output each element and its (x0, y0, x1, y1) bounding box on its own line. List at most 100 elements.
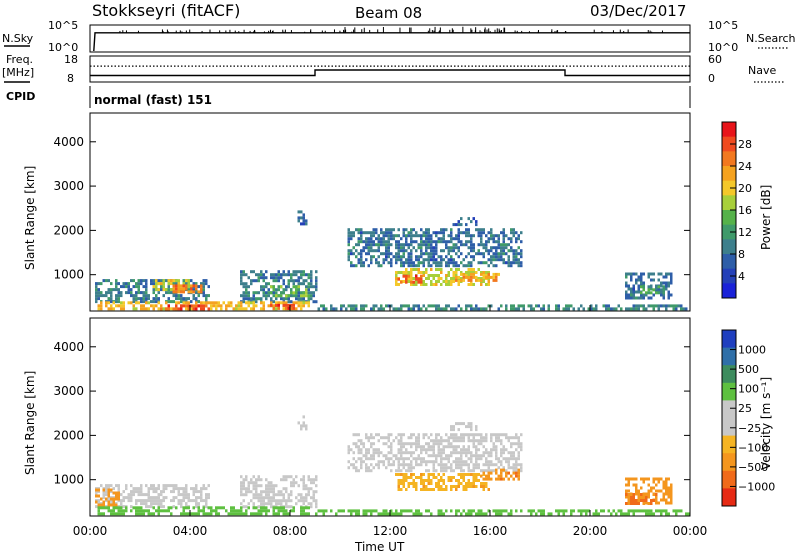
data-cell (170, 512, 173, 516)
data-cell (122, 496, 125, 500)
data-cell (302, 216, 305, 220)
data-cell (167, 297, 170, 301)
data-cell (437, 448, 440, 452)
data-cell (252, 291, 255, 295)
data-cell (442, 249, 445, 253)
data-cell (430, 482, 433, 485)
data-cell (132, 304, 135, 308)
data-cell (455, 488, 458, 491)
data-cell (237, 509, 240, 513)
data-cell (595, 509, 598, 513)
data-cell (422, 460, 425, 464)
data-cell (455, 512, 458, 516)
freq-line (90, 69, 690, 77)
data-cell (385, 228, 388, 232)
data-cell (547, 307, 550, 311)
data-cell (250, 297, 253, 301)
data-cell (275, 288, 278, 292)
data-cell (137, 297, 140, 301)
data-cell (515, 509, 518, 513)
data-cell (117, 494, 120, 498)
data-cell (405, 457, 408, 461)
data-cell (402, 473, 405, 476)
data-cell (257, 478, 260, 482)
data-cell (417, 463, 420, 467)
data-cell (425, 271, 428, 274)
data-cell (245, 282, 248, 286)
data-cell (287, 297, 290, 301)
data-cell (457, 436, 460, 440)
data-cell (460, 469, 463, 473)
data-cell (385, 512, 388, 516)
data-cell (262, 496, 265, 500)
data-cell (177, 287, 180, 291)
data-cell (385, 243, 388, 247)
data-cell (405, 261, 408, 265)
data-cell (112, 301, 115, 305)
data-cell (210, 307, 213, 311)
data-cell (442, 451, 445, 455)
data-cell (422, 231, 425, 235)
data-cell (660, 304, 663, 308)
data-cell (222, 506, 225, 510)
data-cell (467, 240, 470, 244)
data-cell (502, 457, 505, 461)
data-cell (450, 433, 453, 437)
data-cell (502, 261, 505, 265)
data-cell (122, 490, 125, 494)
data-cell (367, 240, 370, 244)
data-cell (472, 485, 475, 488)
data-cell (565, 509, 568, 513)
nsky-line (93, 32, 690, 52)
data-cell (452, 428, 455, 432)
data-cell (162, 509, 165, 513)
data-cell (260, 493, 263, 497)
data-cell (212, 301, 215, 305)
data-cell (557, 304, 560, 308)
data-cell (230, 509, 233, 513)
data-cell (270, 301, 273, 305)
data-cell (172, 279, 175, 283)
data-cell (510, 512, 513, 516)
x-tick-label: 08:00 (273, 524, 308, 538)
data-cell (667, 304, 670, 308)
data-cell (95, 494, 98, 498)
data-cell (427, 234, 430, 238)
data-cell (202, 499, 205, 503)
data-cell (595, 307, 598, 311)
data-cell (137, 512, 140, 516)
data-cell (292, 306, 295, 310)
data-cell (377, 307, 380, 311)
data-cell (500, 243, 503, 247)
data-cell (410, 240, 413, 244)
y-tick-label: 2000 (53, 428, 84, 442)
data-cell (487, 488, 490, 491)
data-cell (437, 454, 440, 458)
data-cell (495, 468, 498, 472)
data-cell (530, 512, 533, 516)
data-cell (627, 509, 630, 513)
data-cell (460, 448, 463, 452)
data-cell (252, 487, 255, 491)
data-cell (167, 279, 170, 283)
data-cell (275, 301, 278, 305)
data-cell (170, 490, 173, 494)
data-cell (425, 268, 428, 271)
data-cell (472, 473, 475, 476)
data-cell (347, 451, 350, 455)
data-cell (365, 512, 368, 516)
data-cell (447, 271, 450, 274)
data-cell (387, 252, 390, 256)
data-cell (400, 280, 403, 284)
data-cell (620, 512, 623, 516)
data-cell (480, 433, 483, 437)
data-cell (515, 436, 518, 440)
data-cell (470, 469, 473, 473)
data-cell (400, 512, 403, 516)
data-cell (270, 502, 273, 506)
data-cell (517, 442, 520, 446)
data-cell (527, 304, 530, 308)
nave-tick-top: 60 (708, 53, 722, 66)
data-cell (372, 442, 375, 446)
